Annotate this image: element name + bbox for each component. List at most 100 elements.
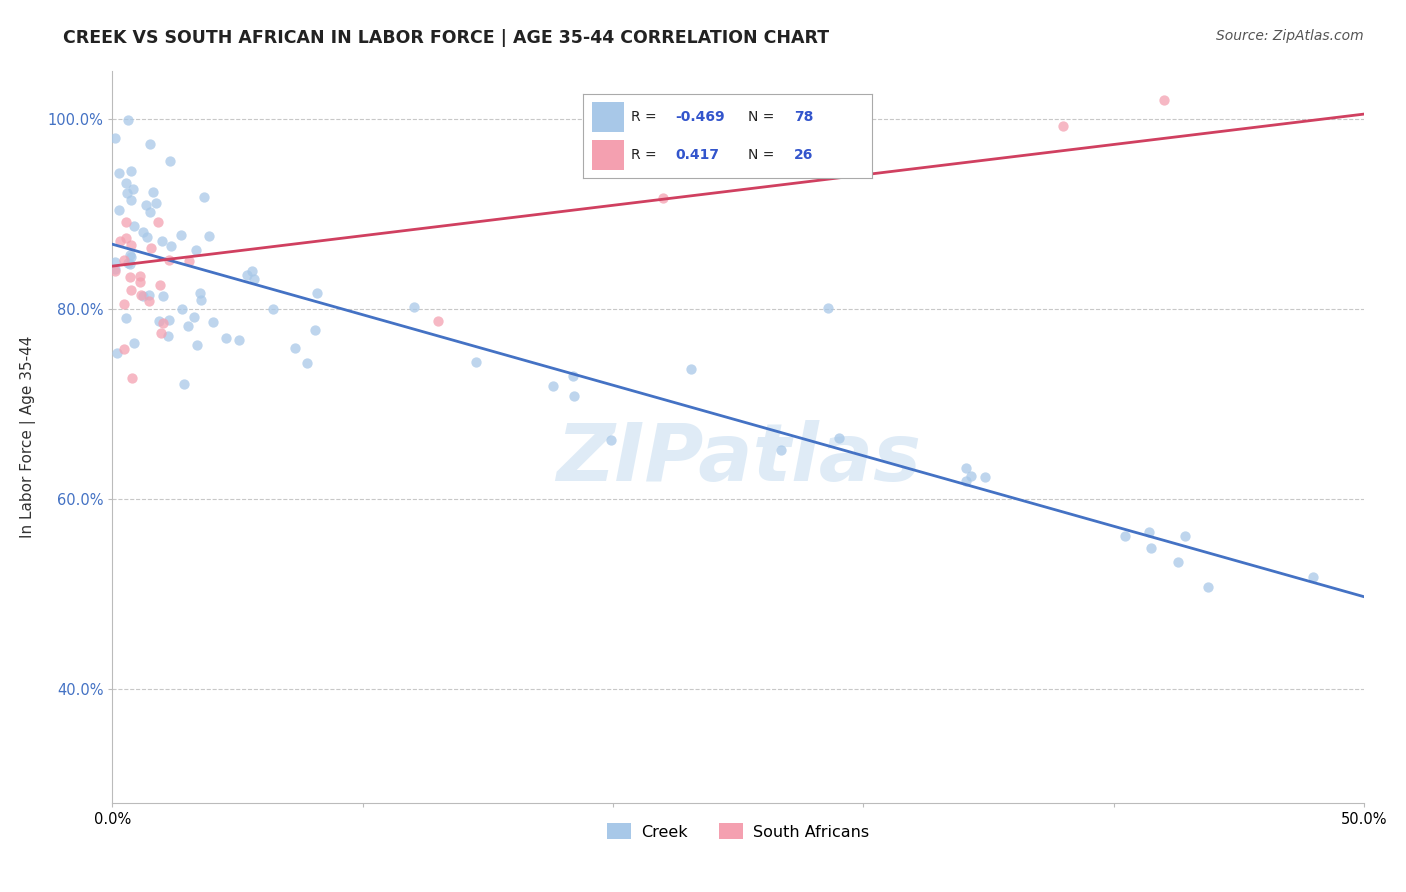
Point xyxy=(170,301,193,316)
Y-axis label: In Labor Force | Age 35-44: In Labor Force | Age 35-44 xyxy=(21,336,37,538)
Text: R =: R = xyxy=(631,110,657,123)
Point xyxy=(176,318,198,333)
Point xyxy=(188,286,211,301)
Text: 0.417: 0.417 xyxy=(676,148,720,161)
Point xyxy=(129,288,152,302)
Point xyxy=(599,433,621,447)
Point xyxy=(679,362,702,376)
Point xyxy=(145,196,167,211)
Point xyxy=(148,314,170,328)
Point xyxy=(114,176,136,190)
Point xyxy=(105,346,128,360)
Point xyxy=(157,312,180,326)
Text: ZIPatlas: ZIPatlas xyxy=(555,420,921,498)
Point xyxy=(135,230,157,244)
Point xyxy=(148,215,170,229)
Point xyxy=(215,330,238,344)
Point xyxy=(1197,580,1219,594)
Text: R =: R = xyxy=(631,148,657,161)
Point xyxy=(543,379,565,393)
Point xyxy=(120,238,142,252)
Point xyxy=(115,186,138,200)
Point xyxy=(1137,524,1160,539)
Point xyxy=(110,234,132,248)
Point xyxy=(122,336,145,351)
Point xyxy=(112,296,135,310)
Point xyxy=(138,293,160,308)
Point xyxy=(262,301,284,316)
Text: CREEK VS SOUTH AFRICAN IN LABOR FORCE | AGE 35-44 CORRELATION CHART: CREEK VS SOUTH AFRICAN IN LABOR FORCE | … xyxy=(63,29,830,46)
Text: -0.469: -0.469 xyxy=(676,110,725,123)
Point xyxy=(114,215,136,229)
Point xyxy=(284,342,307,356)
Point xyxy=(817,301,839,315)
Point xyxy=(828,431,851,445)
Text: Source: ZipAtlas.com: Source: ZipAtlas.com xyxy=(1216,29,1364,43)
Point xyxy=(295,356,318,370)
Point xyxy=(139,205,162,219)
Point xyxy=(562,389,585,403)
Point xyxy=(170,227,193,242)
Point xyxy=(1052,119,1074,133)
Point xyxy=(1140,541,1163,555)
Point xyxy=(156,328,179,343)
Text: 78: 78 xyxy=(794,110,813,123)
Point xyxy=(122,182,145,196)
Point xyxy=(114,231,136,245)
Point xyxy=(150,234,173,248)
Point xyxy=(1153,93,1175,107)
Point xyxy=(561,369,583,384)
Point xyxy=(104,262,127,277)
Text: N =: N = xyxy=(748,110,775,123)
Point xyxy=(236,268,259,283)
Point xyxy=(152,289,174,303)
Point xyxy=(183,310,205,324)
Point xyxy=(120,248,142,262)
Point xyxy=(1114,528,1136,542)
Point xyxy=(118,269,141,284)
Point xyxy=(128,275,150,289)
Point xyxy=(152,316,174,330)
Text: N =: N = xyxy=(748,148,775,161)
Point xyxy=(135,198,157,212)
Point xyxy=(974,470,997,484)
Point xyxy=(120,164,142,178)
Point xyxy=(112,342,135,356)
Point xyxy=(138,287,160,301)
Point xyxy=(173,376,195,391)
Bar xyxy=(592,103,624,132)
Point xyxy=(138,137,160,152)
Point xyxy=(955,475,977,489)
Point xyxy=(120,283,142,297)
Point xyxy=(104,255,127,269)
Point xyxy=(104,130,127,145)
Point xyxy=(179,253,201,268)
Point xyxy=(115,311,138,326)
Point xyxy=(139,241,162,255)
Point xyxy=(186,337,208,351)
Point xyxy=(242,272,264,286)
Point xyxy=(1174,529,1197,543)
Point xyxy=(960,469,983,483)
Point xyxy=(122,219,145,233)
Point xyxy=(104,264,127,278)
Point xyxy=(402,301,425,315)
Point xyxy=(159,154,181,169)
Point xyxy=(131,225,153,239)
Point xyxy=(120,250,142,264)
Point xyxy=(652,191,675,205)
Point xyxy=(150,326,173,340)
Point xyxy=(304,322,326,336)
Point xyxy=(240,264,263,278)
Point xyxy=(426,314,449,328)
Point xyxy=(305,286,328,301)
Point xyxy=(464,355,486,369)
Point xyxy=(1302,570,1324,584)
Legend: Creek, South Africans: Creek, South Africans xyxy=(600,817,876,846)
Point xyxy=(184,244,207,258)
Point xyxy=(117,255,139,269)
Point xyxy=(120,193,142,207)
Point xyxy=(117,112,139,127)
Point xyxy=(108,166,131,180)
Point xyxy=(112,252,135,267)
